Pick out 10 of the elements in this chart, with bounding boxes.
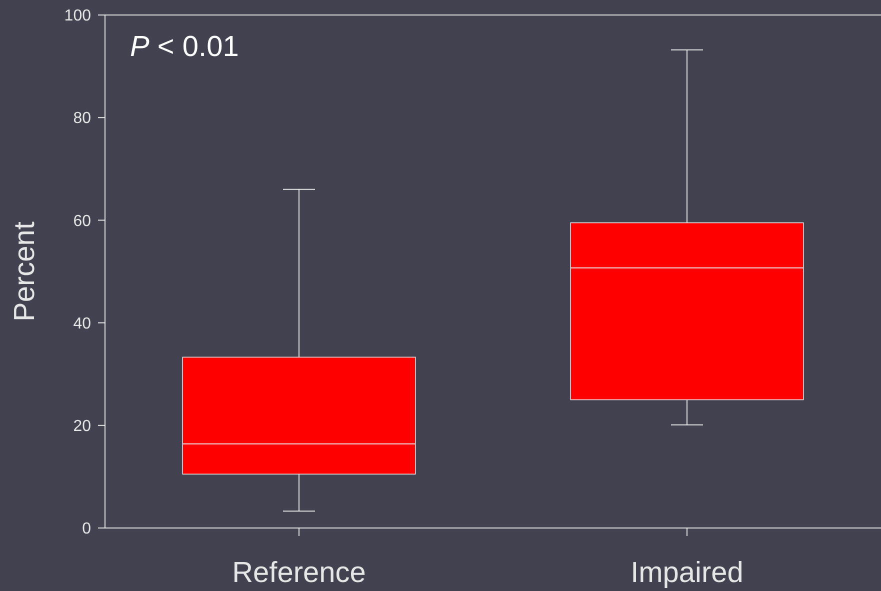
y-tick-label: 40: [73, 315, 92, 332]
y-tick-label: 100: [64, 8, 92, 25]
annotation: P < 0.01: [130, 31, 239, 63]
y-tick-label: 0: [82, 520, 92, 538]
y-tick-label: 60: [73, 212, 92, 230]
y-tick-label: 80: [73, 110, 92, 128]
x-tick-label: Reference: [232, 557, 366, 589]
x-tick-label: Impaired: [630, 557, 744, 589]
y-tick-label: 20: [73, 418, 92, 435]
y-axis-title: Percent: [9, 222, 41, 322]
